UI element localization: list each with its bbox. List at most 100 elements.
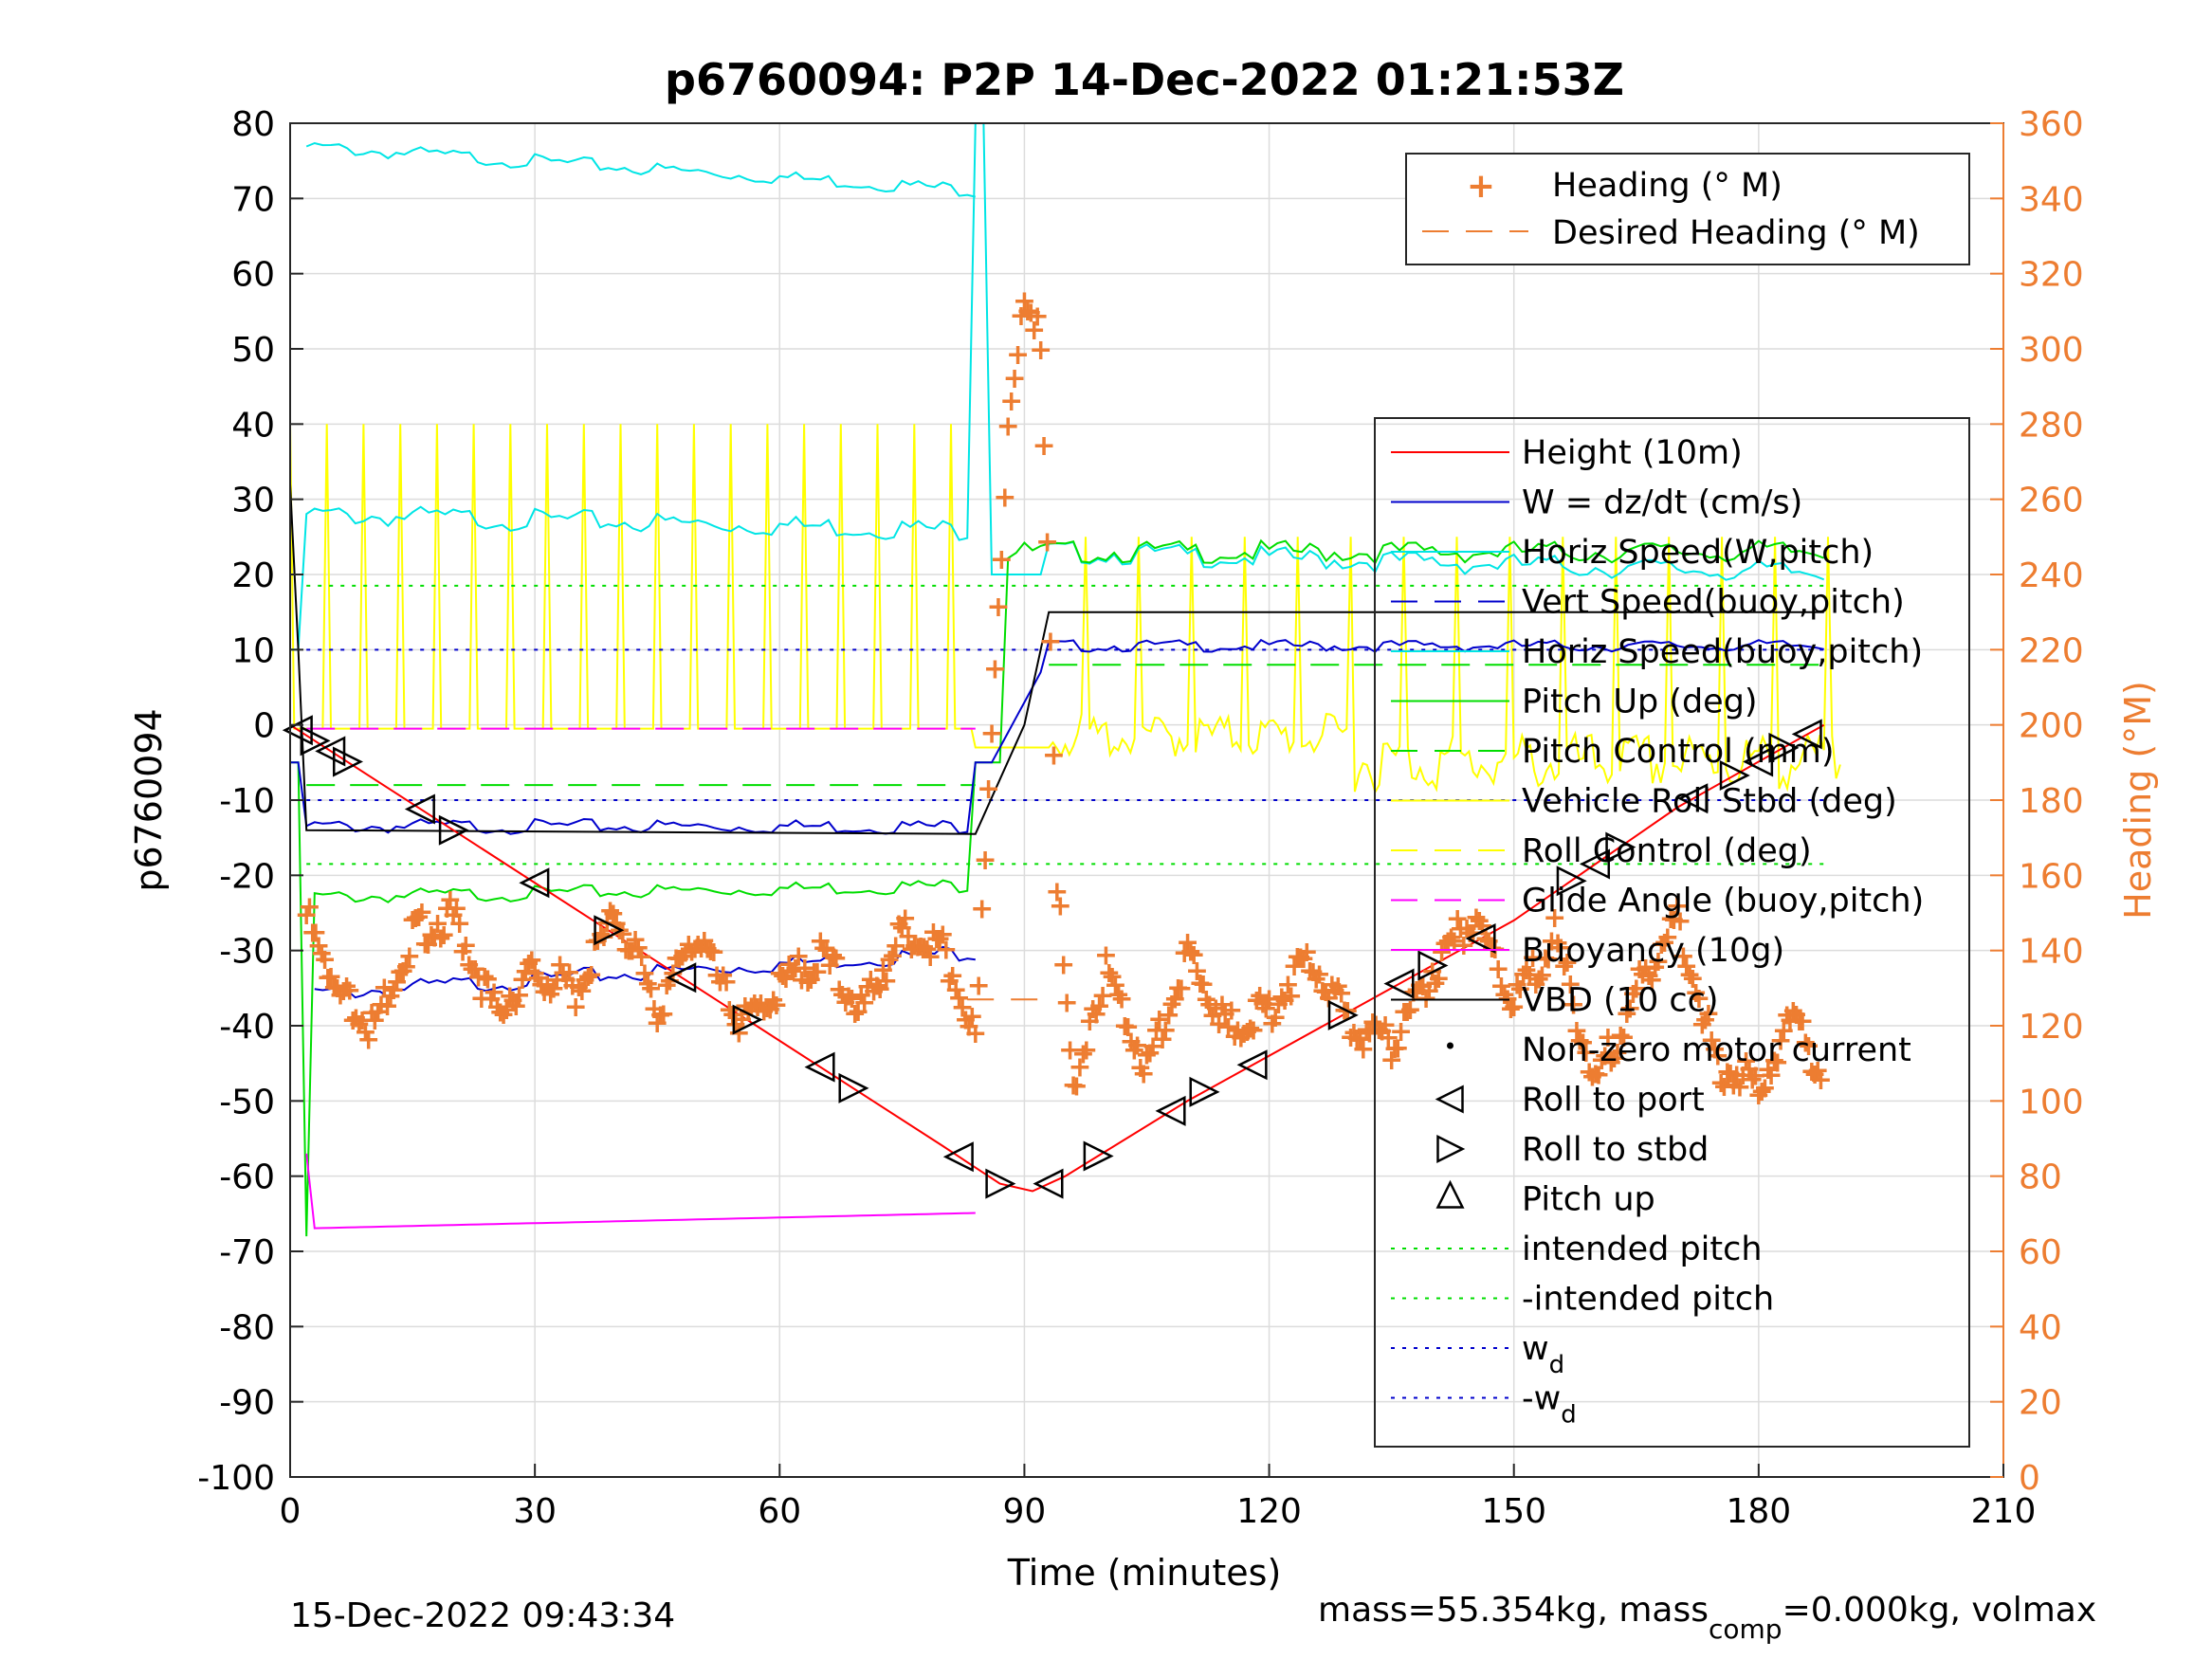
heading-marker: + xyxy=(1568,1025,1592,1058)
roll-stbd-marker xyxy=(732,1004,763,1035)
heading-marker: + xyxy=(457,949,481,982)
heading-marker: + xyxy=(1382,1032,1406,1066)
heading-marker: + xyxy=(1351,1033,1375,1066)
heading-marker: + xyxy=(1417,975,1441,1008)
heading-marker: + xyxy=(1756,1053,1780,1086)
heading-marker: + xyxy=(1163,982,1187,1015)
heading-marker: + xyxy=(1090,979,1114,1012)
heading-marker: + xyxy=(1684,976,1708,1010)
heading-marker: + xyxy=(855,970,879,1003)
legend-label: Non-zero motor current xyxy=(1522,1031,1911,1069)
heading-marker: + xyxy=(1662,903,1686,937)
x-tick-label: 60 xyxy=(758,1492,801,1531)
heading-marker: + xyxy=(915,933,939,966)
heading-marker: + xyxy=(1487,953,1510,986)
heading-marker: + xyxy=(432,919,456,952)
y2-tick-label: 100 xyxy=(2019,1083,2084,1121)
heading-marker: + xyxy=(1051,948,1075,981)
roll-stbd-marker xyxy=(594,915,625,946)
legend-label: Vert Speed(buoy,pitch) xyxy=(1522,584,1905,622)
heading-marker: + xyxy=(1640,963,1664,996)
y-tick-label: -50 xyxy=(219,1083,275,1121)
heading-marker: + xyxy=(579,958,603,992)
heading-marker: + xyxy=(617,934,641,967)
heading-marker: + xyxy=(749,987,773,1020)
heading-marker: + xyxy=(1562,988,1585,1021)
heading-marker: + xyxy=(1741,1064,1764,1097)
heading-marker: + xyxy=(928,922,952,956)
heading-marker: + xyxy=(699,935,722,968)
heading-marker: + xyxy=(692,924,716,957)
roll-port-marker xyxy=(1743,746,1774,777)
heading-marker: + xyxy=(1257,982,1281,1015)
heading-marker: + xyxy=(1559,968,1582,1001)
heading-marker: + xyxy=(1022,314,1046,347)
legend-label: Roll Control (deg) xyxy=(1522,832,1812,870)
heading-marker: + xyxy=(1219,994,1243,1028)
heading-marker: + xyxy=(868,973,892,1006)
heading-marker: + xyxy=(435,892,459,925)
legend-label: -intended pitch xyxy=(1522,1281,1774,1319)
heading-marker: + xyxy=(303,917,327,950)
heading-marker: + xyxy=(931,918,955,951)
y2-tick-label: 20 xyxy=(2019,1384,2062,1423)
heading-marker: + xyxy=(1696,997,1720,1030)
y2-tick-label: 320 xyxy=(2019,256,2084,295)
heading-marker: + xyxy=(1674,950,1698,983)
heading-marker: + xyxy=(1142,1030,1165,1064)
heading-marker: + xyxy=(881,939,905,973)
heading-marker: + xyxy=(1282,950,1306,983)
legend-main: Height (10m) W = dz/dt (cm/s) Horiz Speed(… xyxy=(1374,417,1970,1448)
roll-port-marker xyxy=(519,867,550,899)
heading-marker: + xyxy=(686,928,710,961)
heading-marker: + xyxy=(1518,958,1542,992)
heading-marker: + xyxy=(999,385,1023,418)
heading-marker: + xyxy=(667,942,691,975)
y2-tick-label: 220 xyxy=(2019,631,2084,670)
heading-marker: + xyxy=(1147,1003,1171,1036)
heading-marker: + xyxy=(1144,1013,1168,1047)
heading-marker: + xyxy=(840,982,864,1015)
heading-marker: + xyxy=(1104,969,1127,1002)
heading-marker: + xyxy=(983,652,1007,685)
heading-marker: + xyxy=(378,979,402,1012)
heading-marker: + xyxy=(890,911,914,944)
heading-marker: + xyxy=(498,980,521,1013)
heading-marker: + xyxy=(1229,1022,1252,1055)
series-layer xyxy=(289,122,1841,1237)
heading-marker: + xyxy=(1744,1060,1767,1093)
heading-marker: + xyxy=(1061,1068,1085,1102)
y-tick-label: -40 xyxy=(219,1008,275,1047)
heading-marker: + xyxy=(1703,1033,1727,1066)
heading-marker: + xyxy=(1659,902,1683,936)
heading-marker: + xyxy=(476,963,500,996)
heading-marker: + xyxy=(977,773,1000,806)
heading-marker: + xyxy=(680,935,704,968)
heading-marker: + xyxy=(517,947,540,980)
heading-marker: + xyxy=(996,410,1020,444)
roll-port-marker xyxy=(282,715,313,746)
heading-marker: + xyxy=(708,966,732,999)
heading-marker: + xyxy=(366,995,390,1029)
x-tick-label: 120 xyxy=(1236,1492,1302,1531)
y-tick-label: -70 xyxy=(219,1233,275,1272)
heading-marker: + xyxy=(369,989,393,1022)
heading-marker: + xyxy=(1650,928,1673,961)
heading-marker: + xyxy=(909,930,933,963)
heading-marker: + xyxy=(1049,890,1072,923)
heading-marker: + xyxy=(1226,1014,1250,1048)
legend-heading-label: Heading (° M) xyxy=(1552,167,1782,205)
heading-marker: + xyxy=(1737,1052,1761,1085)
heading-marker: + xyxy=(483,975,506,1009)
y2-tick-label: 280 xyxy=(2019,406,2084,445)
heading-marker: + xyxy=(623,923,647,957)
footer-mass-suffix: =0.000kg, volmax xyxy=(1782,1591,2097,1630)
heading-marker: + xyxy=(1439,921,1463,955)
heading-marker: + xyxy=(649,998,672,1031)
heading-marker: + xyxy=(419,919,443,952)
heading-marker: + xyxy=(871,954,895,987)
heading-marker: + xyxy=(423,921,447,955)
heading-marker: + xyxy=(1204,993,1228,1026)
heading-marker: + xyxy=(1728,1071,1751,1104)
heading-marker: + xyxy=(705,959,729,993)
